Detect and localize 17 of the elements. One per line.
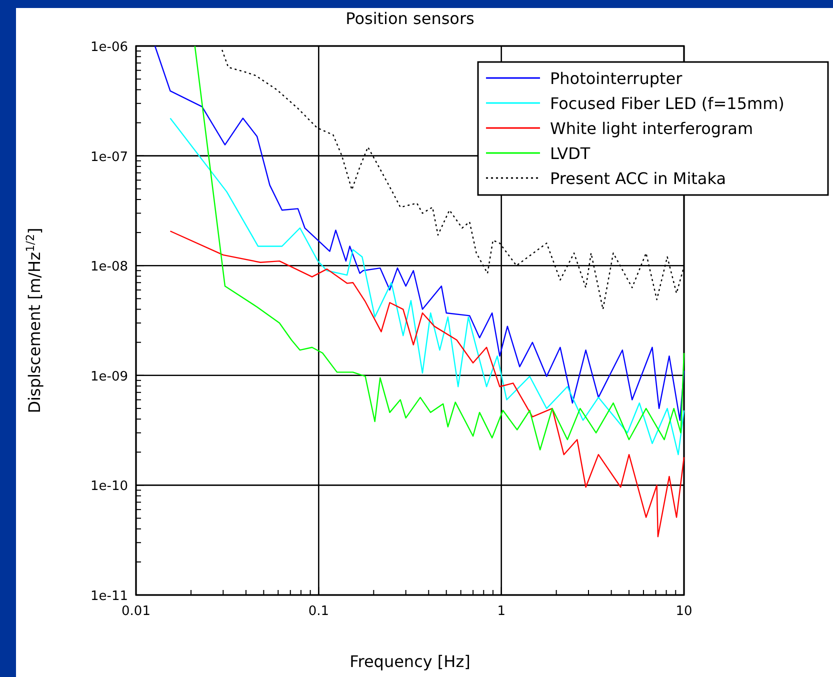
- chart-title: Position sensors: [346, 9, 474, 28]
- y-tick-label: 1e-08: [90, 260, 128, 275]
- legend-label: White light interferogram: [550, 119, 754, 138]
- x-tick-label: 10: [676, 604, 692, 619]
- y-tick-label: 1e-10: [90, 479, 128, 494]
- y-tick-label: 1e-07: [90, 150, 128, 165]
- y-tick-label: 1e-09: [90, 369, 128, 384]
- x-tick-label: 0.01: [122, 604, 150, 619]
- legend-label: Present ACC in Mitaka: [550, 169, 726, 188]
- x-tick-label: 0.1: [308, 604, 330, 619]
- legend-label: LVDT: [550, 144, 590, 163]
- x-tick-label: 1: [497, 604, 506, 619]
- legend-label: Photointerrupter: [550, 69, 683, 88]
- y-tick-label: 1e-11: [90, 589, 128, 604]
- x-axis-title: Frequency [Hz]: [350, 652, 470, 671]
- y-tick-label: 1e-06: [90, 40, 128, 55]
- legend-label: Focused Fiber LED (f=15mm): [550, 94, 784, 113]
